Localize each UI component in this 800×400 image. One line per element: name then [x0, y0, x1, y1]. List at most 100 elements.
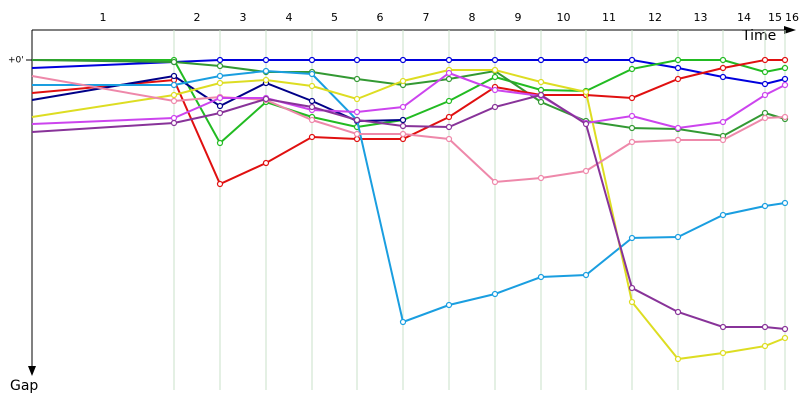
- point: [781, 325, 789, 333]
- point: [537, 56, 545, 64]
- point: [781, 199, 789, 207]
- point: [628, 56, 636, 64]
- point: [781, 75, 789, 83]
- series-line: [31, 93, 786, 330]
- point: [353, 108, 361, 116]
- point: [761, 323, 769, 331]
- point: [537, 98, 545, 106]
- x-tick-label: 8: [469, 11, 476, 24]
- point: [308, 70, 316, 78]
- point: [719, 64, 727, 72]
- point: [353, 116, 361, 124]
- point: [216, 102, 224, 110]
- point: [445, 123, 453, 131]
- x-tick-label: 4: [286, 11, 293, 24]
- series-line: [32, 59, 786, 145]
- point: [262, 67, 270, 75]
- point: [445, 135, 453, 143]
- point: [628, 234, 636, 242]
- point: [719, 56, 727, 64]
- point: [216, 180, 224, 188]
- point: [537, 86, 545, 94]
- point: [308, 116, 316, 124]
- point: [216, 109, 224, 117]
- point: [781, 56, 789, 64]
- point: [445, 113, 453, 121]
- point: [170, 81, 178, 89]
- point: [399, 318, 407, 326]
- point: [399, 77, 407, 85]
- series-line: [31, 59, 785, 186]
- point: [628, 284, 636, 292]
- point: [761, 342, 769, 350]
- point: [170, 72, 178, 80]
- point: [719, 323, 727, 331]
- x-tick-label: 13: [694, 11, 708, 24]
- point: [445, 301, 453, 309]
- point: [781, 113, 789, 121]
- x-tick-label: 10: [557, 11, 571, 24]
- point: [582, 167, 590, 175]
- point: [445, 97, 453, 105]
- series-line: [31, 71, 786, 130]
- point: [537, 273, 545, 281]
- point: [491, 66, 499, 74]
- x-tick-label: 5: [331, 11, 338, 24]
- point: [216, 72, 224, 80]
- point: [399, 130, 407, 138]
- point: [491, 103, 499, 111]
- point: [308, 56, 316, 64]
- y-axis-label: Gap: [10, 378, 38, 394]
- point: [537, 78, 545, 86]
- point: [719, 73, 727, 81]
- point: [399, 116, 407, 124]
- point: [170, 58, 178, 66]
- point: [308, 133, 316, 141]
- point: [628, 112, 636, 120]
- point: [170, 119, 178, 127]
- point: [582, 56, 590, 64]
- point: [491, 290, 499, 298]
- x-tick-label: 9: [515, 11, 522, 24]
- point: [537, 174, 545, 182]
- point: [628, 65, 636, 73]
- point: [674, 75, 682, 83]
- series-line: [31, 69, 786, 361]
- x-axis-arrow: [784, 26, 796, 34]
- point: [262, 95, 270, 103]
- point: [262, 159, 270, 167]
- point: [170, 97, 178, 105]
- point: [491, 56, 499, 64]
- point: [674, 56, 682, 64]
- point: [674, 308, 682, 316]
- point: [216, 139, 224, 147]
- x-axis-label: Time: [741, 28, 776, 44]
- point: [216, 94, 224, 102]
- point: [353, 95, 361, 103]
- point: [491, 73, 499, 81]
- point: [628, 298, 636, 306]
- point: [582, 88, 590, 96]
- point: [491, 178, 499, 186]
- point: [445, 69, 453, 77]
- point: [353, 75, 361, 83]
- point: [262, 56, 270, 64]
- point: [761, 114, 769, 122]
- point: [353, 135, 361, 143]
- point: [216, 62, 224, 70]
- point: [170, 91, 178, 99]
- point: [445, 75, 453, 83]
- point: [399, 56, 407, 64]
- point: [761, 91, 769, 99]
- point: [353, 130, 361, 138]
- x-tick-label: 15: [768, 11, 782, 24]
- point: [719, 136, 727, 144]
- point: [353, 56, 361, 64]
- point: [674, 124, 682, 132]
- point: [399, 103, 407, 111]
- point: [719, 211, 727, 219]
- point: [582, 120, 590, 128]
- point: [628, 124, 636, 132]
- point: [761, 56, 769, 64]
- x-tick-label: 3: [240, 11, 247, 24]
